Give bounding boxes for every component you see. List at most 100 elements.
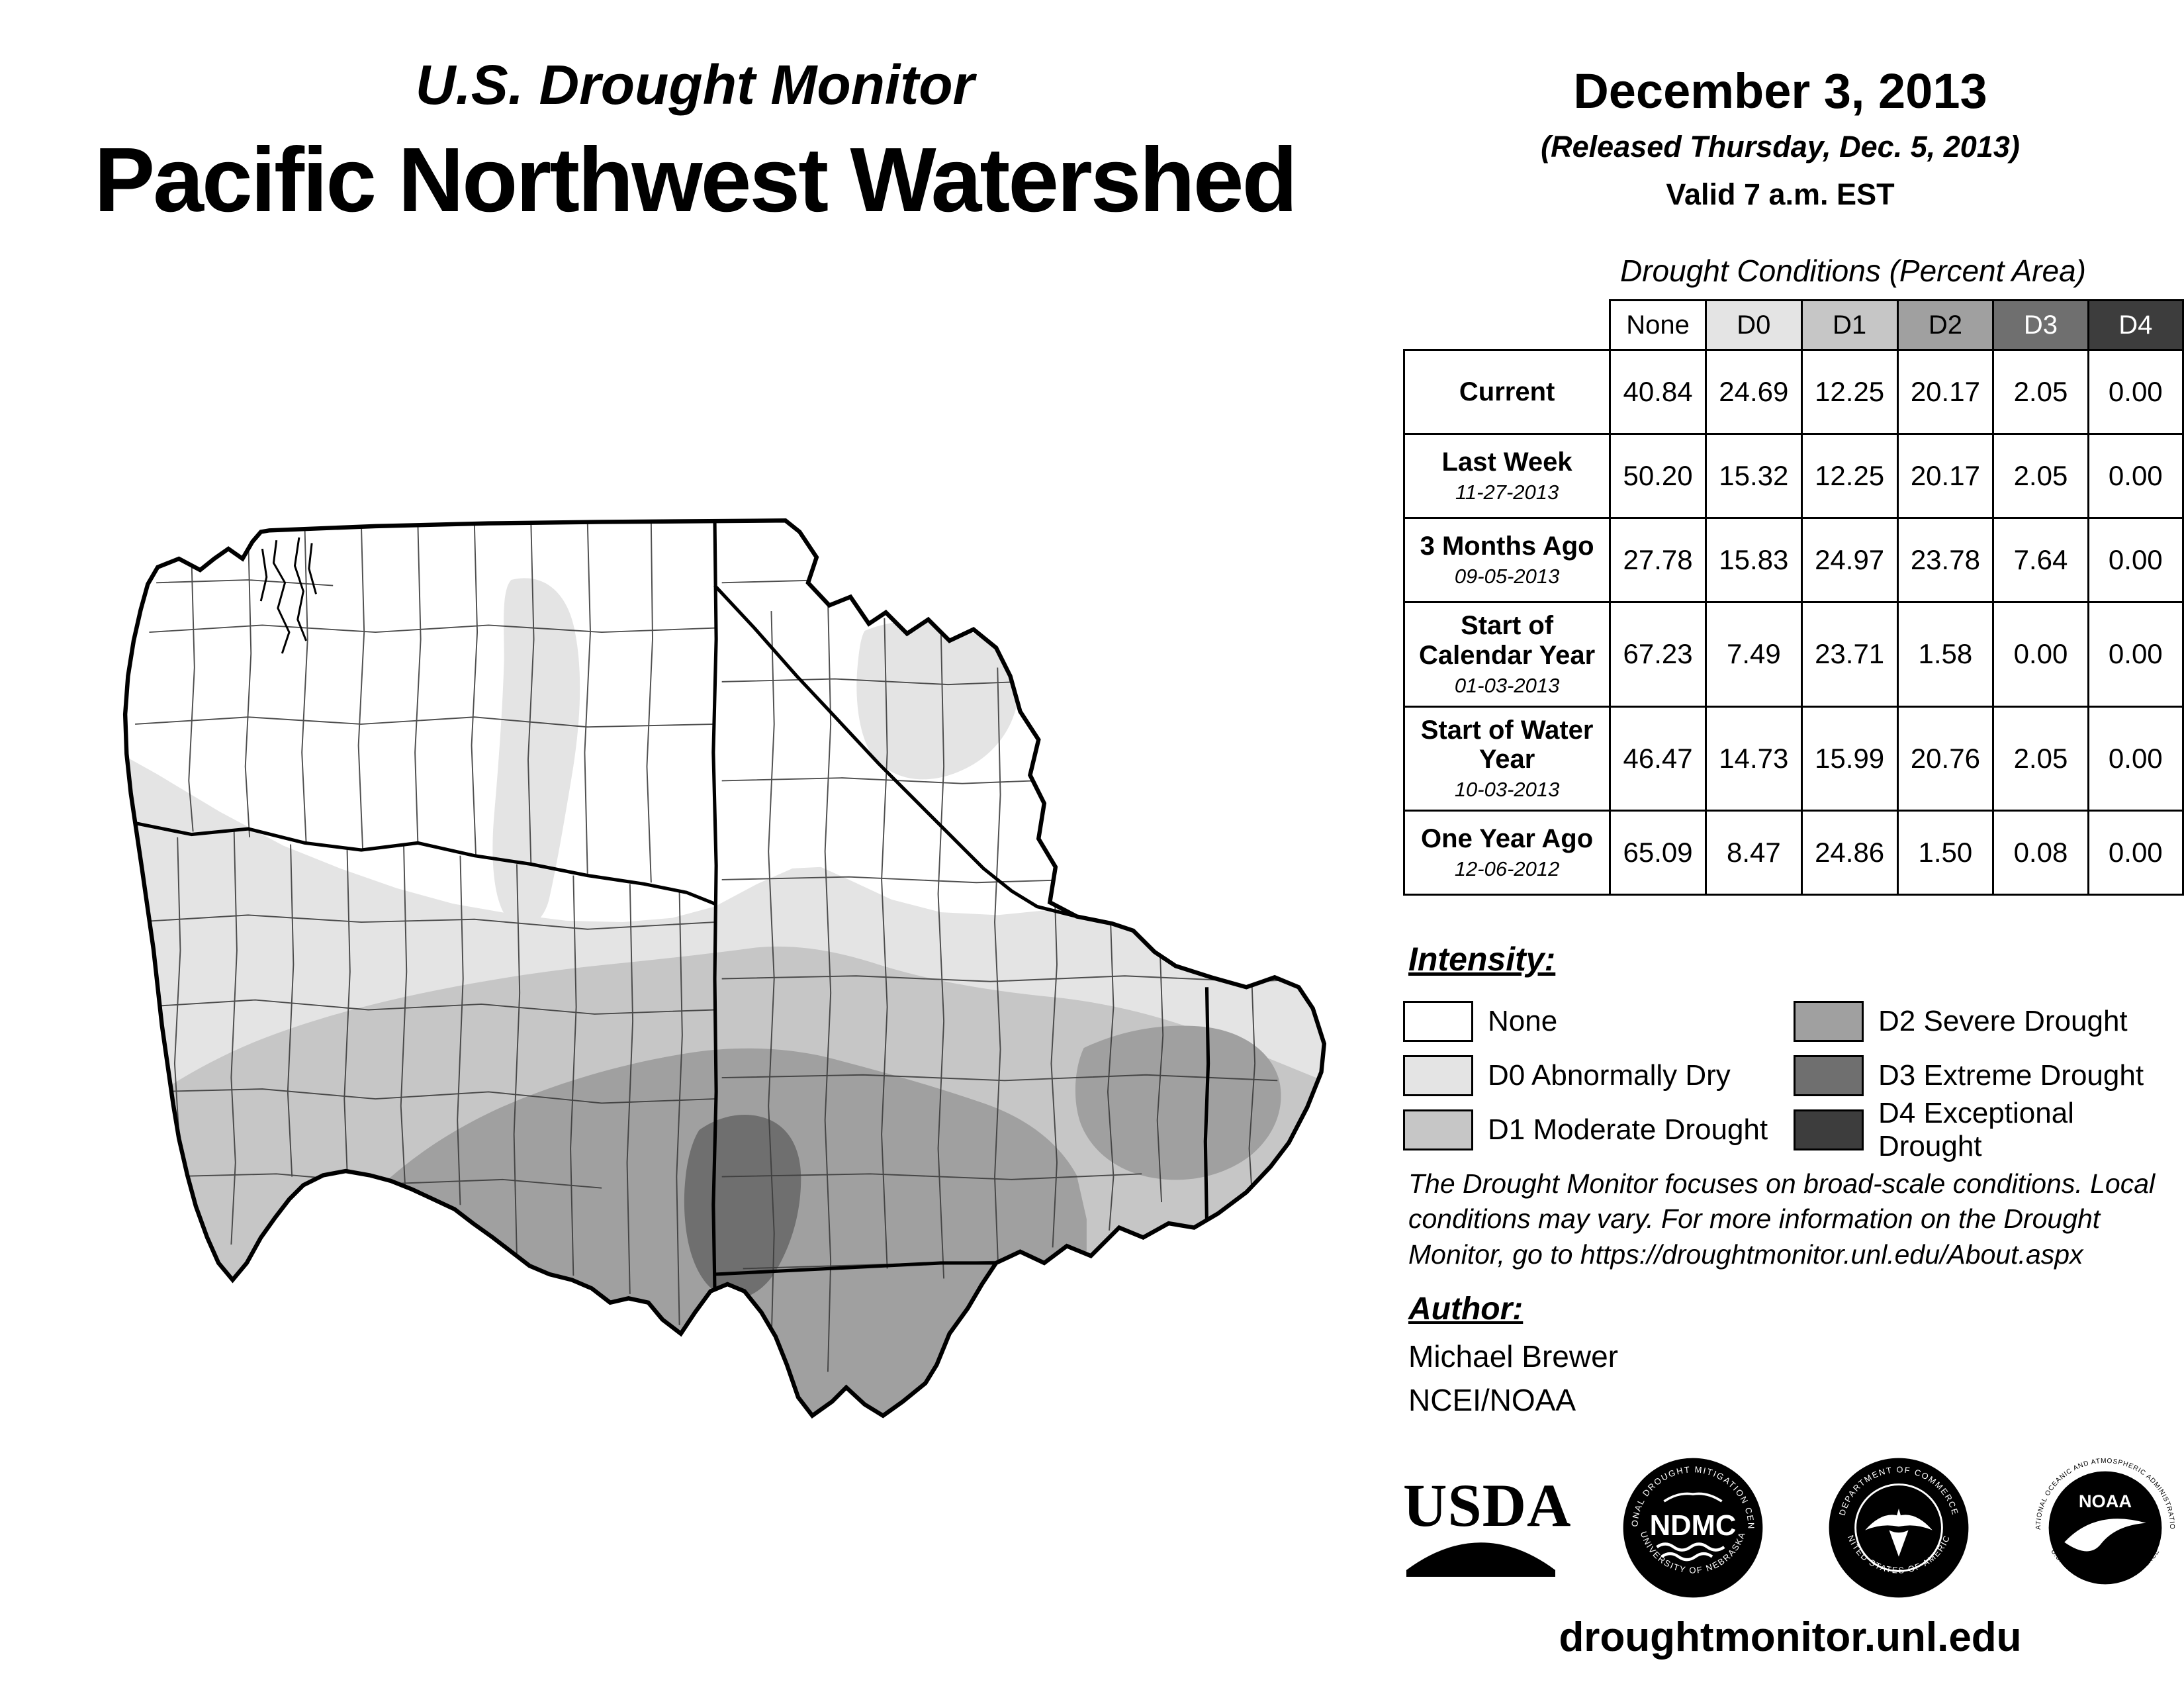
cell-value: 0.00 (2087, 517, 2184, 603)
author-name: Michael Brewer (1408, 1339, 1618, 1374)
intensity-legend: None D0 Abnormally Dry D1 Moderate Droug… (1403, 994, 2177, 1162)
legend-swatch-none (1403, 1001, 1473, 1042)
report-series-title: U.S. Drought Monitor (415, 54, 975, 116)
ndmc-seal-icon: NATIONAL DROUGHT MITIGATION CENTER UNIVE… (1621, 1456, 1763, 1597)
row-label-current: Current (1402, 349, 1612, 435)
legend-label: D0 Abnormally Dry (1488, 1059, 1731, 1092)
col-header-none: None (1609, 299, 1707, 351)
report-date: December 3, 2013 (1573, 64, 1987, 118)
cell-value: 67.23 (1609, 601, 1707, 708)
table-row: One Year Ago 12-06-2012 65.09 8.47 24.86… (1402, 810, 2184, 896)
legend-label: None (1488, 1005, 1558, 1037)
table-title: Drought Conditions (Percent Area) (1620, 254, 2086, 288)
row-label-text: Current (1459, 377, 1555, 406)
legend-item-d3: D3 Extreme Drought (1794, 1049, 2177, 1103)
cell-value: 0.00 (2087, 601, 2184, 708)
ndmc-center-text: NDMC (1649, 1509, 1736, 1541)
puget-sound-shoreline (259, 537, 317, 654)
cell-value: 12.25 (1800, 433, 1899, 519)
legend-swatch-d0 (1403, 1055, 1473, 1096)
cell-value: 24.97 (1800, 517, 1899, 603)
cell-value: 40.84 (1609, 349, 1707, 435)
cell-value: 1.50 (1896, 810, 1995, 896)
author-org: NCEI/NOAA (1408, 1383, 1576, 1417)
col-header-d2: D2 (1896, 299, 1995, 351)
row-label-date: 11-27-2013 (1455, 480, 1559, 504)
col-header-d4: D4 (2087, 299, 2184, 351)
table-row: Current 40.84 24.69 12.25 20.17 2.05 0.0… (1402, 349, 2184, 435)
row-label-date: 10-03-2013 (1454, 778, 1560, 802)
title-block: U.S. Drought Monitor Pacific Northwest W… (66, 53, 1324, 233)
legend-label: D3 Extreme Drought (1878, 1059, 2144, 1092)
noaa-bird-icon (2064, 1518, 2146, 1551)
page-title: Pacific Northwest Watershed (94, 129, 1298, 231)
cell-value: 0.00 (2087, 810, 2184, 896)
cell-value: 1.58 (1896, 601, 1995, 708)
cell-value: 15.83 (1704, 517, 1803, 603)
table-row: 3 Months Ago 09-05-2013 27.78 15.83 24.9… (1402, 517, 2184, 603)
cell-value: 12.25 (1800, 349, 1899, 435)
col-header-d3: D3 (1992, 299, 2089, 351)
row-label-date: 12-06-2012 (1454, 857, 1560, 881)
cell-value: 23.71 (1800, 601, 1899, 708)
row-label-text: One Year Ago (1421, 824, 1594, 854)
cell-value: 7.64 (1992, 517, 2089, 603)
row-label-start-calendar-year: Start of Calendar Year 01-03-2013 (1402, 601, 1612, 708)
cell-value: 15.32 (1704, 433, 1803, 519)
ndmc-wave-icon (1655, 1542, 1725, 1552)
legend-item-d1: D1 Moderate Drought (1403, 1103, 1794, 1157)
commerce-seal-icon: DEPARTMENT OF COMMERCE UNITED STATES OF … (1827, 1456, 1969, 1597)
row-label-one-year-ago: One Year Ago 12-06-2012 (1402, 810, 1612, 896)
doc-eagle-icon (1865, 1508, 1933, 1557)
col-header-d1: D1 (1800, 299, 1899, 351)
drought-map (93, 498, 1337, 1460)
row-label-3-months-ago: 3 Months Ago 09-05-2013 (1402, 517, 1612, 603)
ndmc-arc-icon (1663, 1492, 1723, 1503)
usda-logo-text: USDA (1403, 1472, 1572, 1539)
cell-value: 27.78 (1609, 517, 1707, 603)
cell-value: 0.00 (2087, 433, 2184, 519)
row-label-text: Last Week (1441, 447, 1572, 477)
cell-value: 0.00 (1992, 601, 2089, 708)
cell-value: 24.69 (1704, 349, 1803, 435)
table-corner-cell (1404, 301, 1610, 350)
intensity-heading: Intensity: (1408, 941, 1556, 978)
cell-value: 0.00 (2087, 705, 2184, 812)
legend-item-d0: D0 Abnormally Dry (1403, 1049, 1794, 1103)
ndmc-wave-icon (1661, 1552, 1713, 1561)
legend-swatch-d1 (1403, 1109, 1473, 1150)
cell-value: 7.49 (1704, 601, 1803, 708)
table-header-row: None D0 D1 D2 D3 D4 (1404, 299, 2184, 351)
table-row: Last Week 11-27-2013 50.20 15.32 12.25 2… (1402, 433, 2184, 519)
row-label-last-week: Last Week 11-27-2013 (1402, 433, 1612, 519)
usda-swoosh-icon (1406, 1542, 1555, 1577)
cell-value: 46.47 (1609, 705, 1707, 812)
row-label-text: Start of Calendar Year (1419, 611, 1596, 670)
row-label-date: 09-05-2013 (1454, 564, 1560, 588)
cell-value: 23.78 (1896, 517, 1995, 603)
legend-swatch-d3 (1794, 1055, 1864, 1096)
cell-value: 50.20 (1609, 433, 1707, 519)
cell-value: 65.09 (1609, 810, 1707, 896)
table-row: Start of Water Year 10-03-2013 46.47 14.… (1402, 705, 2184, 812)
release-date: (Released Thursday, Dec. 5, 2013) (1541, 130, 2020, 164)
author-heading: Author: (1408, 1291, 1524, 1327)
legend-item-d4: D4 Exceptional Drought (1794, 1097, 2177, 1162)
cell-value: 0.00 (2087, 349, 2184, 435)
cell-value: 2.05 (1992, 433, 2089, 519)
cell-value: 24.86 (1800, 810, 1899, 896)
logos-row: USDA NATIONAL DROUGHT MITIGATION CENTER … (1403, 1450, 2177, 1605)
valid-time: Valid 7 a.m. EST (1666, 177, 1895, 211)
legend-label: D2 Severe Drought (1878, 1005, 2128, 1037)
disclaimer-text: The Drought Monitor focuses on broad-sca… (1408, 1168, 2156, 1270)
legend-label: D4 Exceptional Drought (1878, 1097, 2074, 1162)
usda-logo: USDA (1403, 1472, 1572, 1580)
legend-swatch-d2 (1794, 1001, 1864, 1042)
footer-url: droughtmonitor.unl.edu (1559, 1615, 2022, 1660)
cell-value: 2.05 (1992, 349, 2089, 435)
cell-value: 2.05 (1992, 705, 2089, 812)
drought-conditions-table: None D0 D1 D2 D3 D4 Current 40.84 24.69 … (1402, 299, 2184, 896)
noaa-seal-icon: NATIONAL OCEANIC AND ATMOSPHERIC ADMINIS… (2033, 1456, 2175, 1584)
cell-value: 0.08 (1992, 810, 2089, 896)
